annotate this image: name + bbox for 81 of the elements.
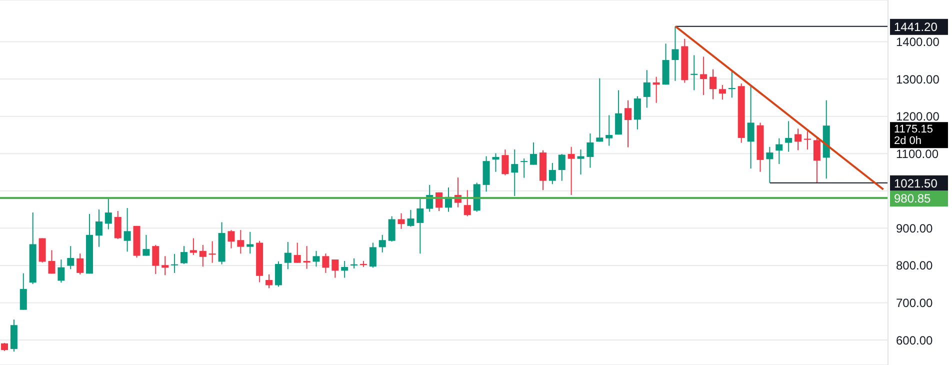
y-tick-label: 1200.00 — [896, 110, 940, 124]
ref-line-label: 980.85 — [894, 192, 932, 206]
candlestick — [502, 149, 509, 176]
candlestick — [785, 120, 792, 152]
ref-line-label: 1441.20 — [894, 20, 938, 34]
candlestick — [10, 319, 18, 352]
candlestick — [624, 100, 632, 148]
candlestick — [464, 190, 471, 217]
candlestick — [672, 26, 679, 82]
candlestick — [95, 209, 102, 248]
candlestick — [142, 234, 150, 256]
candlestick — [606, 114, 613, 146]
candlestick — [180, 246, 188, 264]
y-tick-label: 1100.00 — [896, 146, 939, 161]
candlestick — [634, 96, 641, 130]
y-tick-label: 1300.00 — [896, 72, 940, 86]
candlestick — [208, 240, 216, 264]
candlestick — [492, 152, 500, 172]
candlestick — [398, 212, 405, 230]
candlestick — [266, 274, 273, 289]
candlestick — [322, 253, 330, 274]
candlestick — [416, 196, 424, 254]
candlestick — [58, 258, 65, 284]
y-tick-label: 1400.00 — [896, 35, 940, 50]
candlestick — [246, 231, 254, 254]
candlestick — [171, 253, 178, 274]
y-tick-label: 600.00 — [896, 333, 934, 348]
candlestick — [700, 56, 708, 96]
candlestick — [794, 128, 802, 151]
candlestick — [350, 258, 358, 269]
candlestick — [303, 246, 310, 270]
candlestick — [747, 86, 754, 170]
candlestick — [482, 156, 490, 192]
candlestick — [274, 260, 282, 288]
candlestick — [378, 234, 386, 253]
candlestick — [38, 238, 46, 263]
candlestick — [511, 149, 518, 197]
candlestick — [596, 78, 604, 142]
text: 1175.15 2d 0h — [894, 124, 933, 148]
candlestick — [284, 241, 292, 270]
candlestick — [388, 216, 396, 242]
candlestick — [530, 142, 538, 166]
candlestick — [199, 244, 206, 268]
candlestick — [690, 54, 698, 91]
candlestick — [548, 162, 556, 185]
candlestick — [312, 250, 320, 268]
candlestick — [558, 153, 566, 182]
candlestick — [48, 250, 56, 274]
candlestick — [577, 149, 584, 175]
candlestick — [152, 244, 160, 275]
candlestick — [407, 209, 414, 228]
candlestick — [804, 130, 811, 150]
candlestick — [237, 230, 244, 254]
candlestick — [20, 272, 27, 310]
candlestick — [162, 256, 169, 276]
candlestick — [813, 138, 820, 184]
candlestick — [710, 68, 717, 100]
ref-line-label: 1021.50 — [894, 176, 938, 190]
candlestick — [294, 242, 301, 264]
candlestick — [615, 90, 622, 136]
candlestick — [369, 242, 376, 268]
candlestick — [190, 238, 197, 256]
candlestick — [766, 146, 774, 184]
candlestick — [568, 146, 575, 196]
candlestick — [67, 246, 74, 270]
candlestick — [124, 208, 131, 252]
candlestick — [718, 84, 726, 100]
y-tick-label: 700.00 — [896, 296, 934, 310]
candlestick — [104, 196, 112, 230]
candlestick — [728, 70, 736, 98]
y-tick-label: 900.00 — [896, 221, 934, 236]
candlestick — [776, 138, 783, 165]
candlestick — [228, 230, 235, 249]
candlestick — [643, 70, 650, 108]
candlestick — [586, 132, 594, 168]
candlestick — [332, 258, 339, 278]
candlestick — [76, 253, 84, 275]
candlestick — [114, 210, 122, 240]
candlestick — [520, 158, 528, 178]
y-tick-label: 800.00 — [896, 258, 934, 273]
candlestick — [341, 260, 348, 278]
